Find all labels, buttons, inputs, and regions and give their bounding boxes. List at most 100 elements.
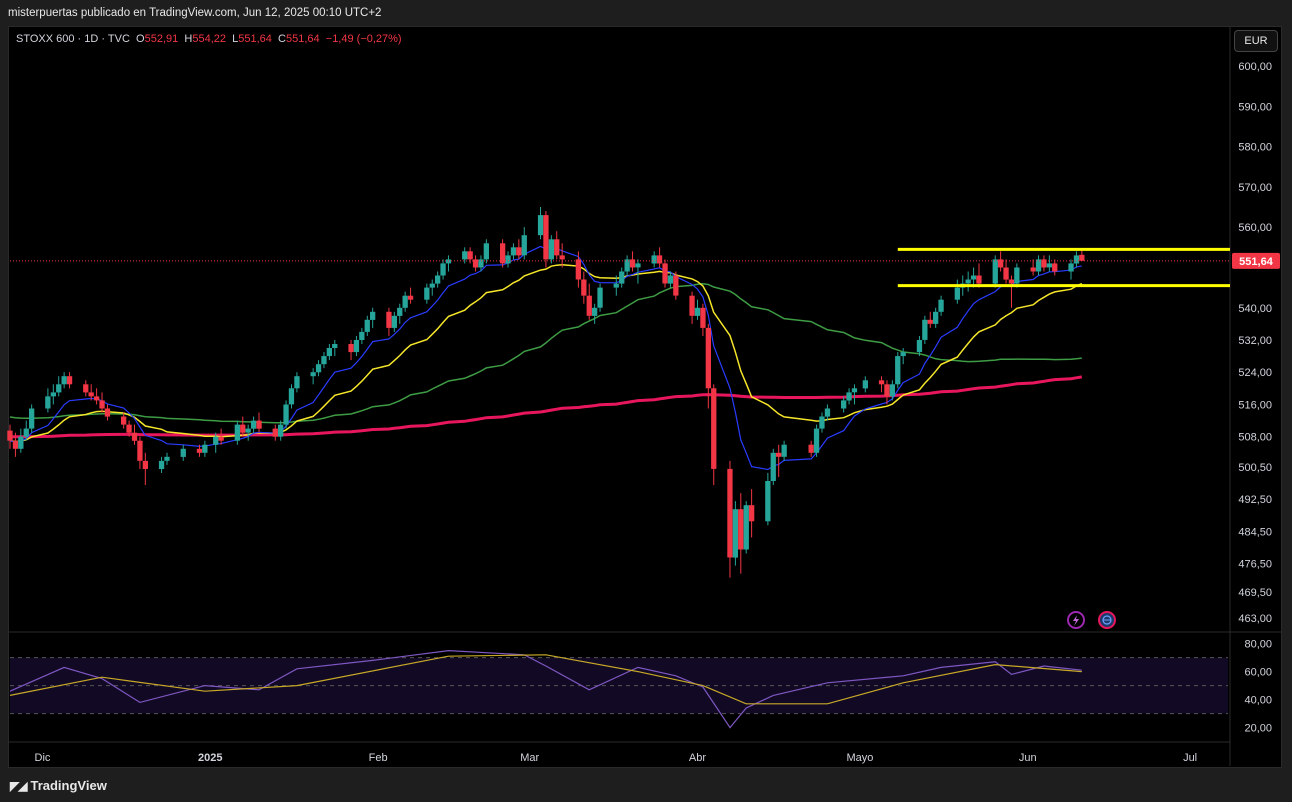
candle[interactable] (700, 303, 706, 336)
candle[interactable] (283, 400, 289, 429)
candle[interactable] (445, 255, 452, 272)
candle[interactable] (819, 412, 825, 433)
candle[interactable] (813, 424, 820, 457)
candle[interactable] (629, 251, 636, 272)
candle[interactable] (218, 428, 224, 445)
candle[interactable] (12, 432, 19, 457)
candle[interactable] (321, 352, 327, 369)
candle[interactable] (597, 283, 603, 312)
candle[interactable] (326, 344, 332, 361)
candle[interactable] (808, 440, 814, 457)
candle[interactable] (250, 416, 257, 433)
chart-frame[interactable] (8, 26, 1282, 768)
candle[interactable] (667, 271, 674, 288)
candle[interactable] (213, 432, 219, 453)
candle[interactable] (895, 352, 901, 389)
candle[interactable] (586, 283, 592, 320)
currency-button[interactable]: EUR (1234, 30, 1278, 52)
candle[interactable] (619, 267, 625, 288)
candle[interactable] (954, 279, 960, 304)
candle[interactable] (370, 307, 376, 328)
candle[interactable] (397, 303, 403, 324)
candle[interactable] (554, 231, 560, 260)
candle[interactable] (29, 404, 35, 433)
candle[interactable] (559, 243, 565, 268)
candle[interactable] (1008, 275, 1015, 308)
candle[interactable] (965, 271, 971, 292)
symbol-label[interactable]: STOXX 600 · 1D · TVC (16, 33, 130, 45)
candle[interactable] (402, 291, 408, 312)
candle[interactable] (1079, 250, 1085, 261)
candle[interactable] (435, 271, 441, 288)
candle[interactable] (781, 440, 787, 461)
candle[interactable] (332, 339, 338, 357)
candle[interactable] (245, 424, 251, 441)
candle[interactable] (521, 227, 527, 260)
candle[interactable] (732, 501, 738, 566)
candle[interactable] (743, 501, 749, 554)
candle[interactable] (689, 291, 695, 324)
candle[interactable] (1030, 259, 1036, 276)
candle[interactable] (121, 412, 127, 429)
candle[interactable] (202, 440, 208, 457)
candle[interactable] (976, 263, 982, 288)
candle[interactable] (478, 255, 484, 272)
flash-icon[interactable] (1067, 611, 1085, 629)
candle[interactable] (386, 307, 392, 336)
candle[interactable] (61, 372, 67, 389)
candle[interactable] (94, 388, 100, 405)
candle[interactable] (126, 420, 132, 437)
candle[interactable] (294, 372, 300, 393)
candle[interactable] (234, 420, 240, 445)
candle[interactable] (424, 283, 430, 304)
candle[interactable] (916, 335, 923, 357)
candle[interactable] (56, 376, 62, 397)
candle[interactable] (1073, 251, 1080, 268)
candle[interactable] (472, 255, 479, 272)
candle[interactable] (272, 424, 278, 441)
candle[interactable] (765, 472, 771, 526)
candle[interactable] (462, 247, 468, 264)
candle[interactable] (240, 416, 246, 437)
candle[interactable] (1046, 255, 1052, 272)
candle[interactable] (348, 339, 354, 361)
candle[interactable] (933, 307, 939, 328)
candle[interactable] (407, 287, 414, 304)
candle[interactable] (656, 247, 663, 268)
candle[interactable] (749, 489, 755, 538)
candle[interactable] (705, 323, 711, 409)
candle[interactable] (500, 239, 506, 268)
candle[interactable] (505, 251, 511, 268)
candle[interactable] (66, 372, 73, 389)
candle[interactable] (1052, 259, 1058, 276)
candle[interactable] (50, 384, 56, 405)
candle[interactable] (23, 420, 29, 441)
brand-logo[interactable]: ◤◢ TradingView (10, 778, 107, 793)
candle[interactable] (938, 295, 944, 316)
candle[interactable] (992, 255, 998, 288)
candle[interactable] (364, 315, 370, 336)
candle[interactable] (673, 271, 679, 300)
candle[interactable] (196, 444, 203, 457)
candle[interactable] (440, 259, 446, 280)
candle[interactable] (613, 275, 619, 296)
candle[interactable] (776, 444, 782, 477)
candle[interactable] (429, 279, 435, 296)
candle[interactable] (99, 392, 105, 413)
candle[interactable] (7, 424, 13, 449)
candle[interactable] (137, 436, 143, 469)
candle[interactable] (288, 384, 295, 409)
candle[interactable] (824, 404, 831, 421)
candle[interactable] (158, 456, 165, 473)
candle[interactable] (592, 303, 598, 324)
candle[interactable] (581, 271, 587, 304)
candle[interactable] (889, 380, 895, 401)
candle[interactable] (310, 368, 316, 385)
candle[interactable] (694, 299, 701, 320)
candle[interactable] (353, 335, 360, 357)
candle[interactable] (575, 251, 581, 288)
candle[interactable] (841, 396, 847, 413)
candle[interactable] (651, 251, 657, 268)
candle[interactable] (83, 380, 89, 397)
candle[interactable] (727, 460, 733, 578)
